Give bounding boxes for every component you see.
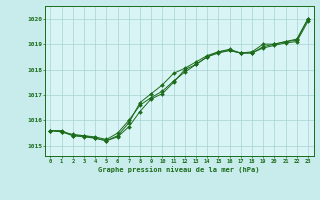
X-axis label: Graphe pression niveau de la mer (hPa): Graphe pression niveau de la mer (hPa) <box>99 166 260 173</box>
